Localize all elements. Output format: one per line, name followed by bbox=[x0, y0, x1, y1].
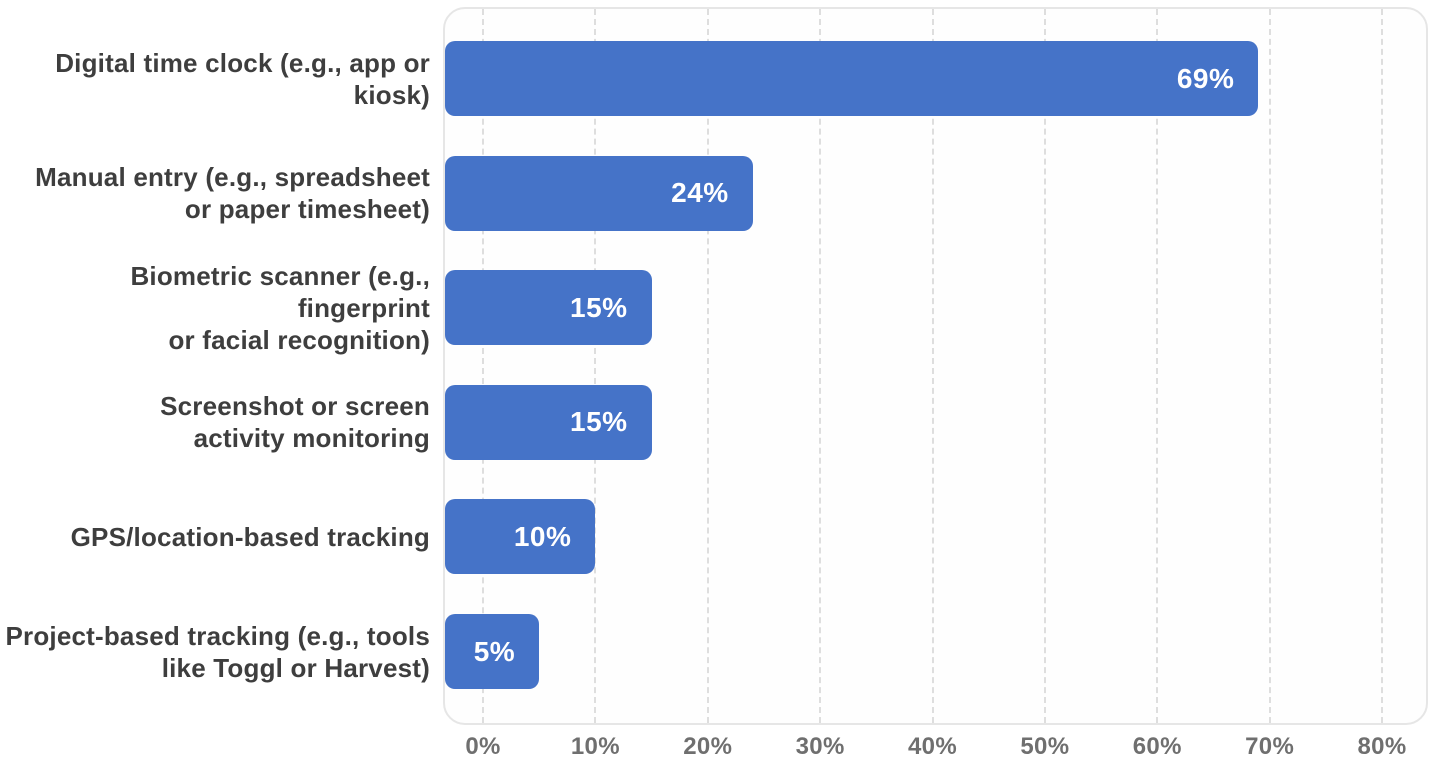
x-tick-label-50: 50% bbox=[1020, 733, 1070, 760]
gridline-10 bbox=[594, 9, 597, 723]
x-axis: 0% 10% 20% 30% 40% 50% 60% 70% 80% bbox=[445, 733, 1426, 767]
category-label-line: Biometric scanner (e.g., fingerprint bbox=[130, 260, 430, 323]
x-tick-label-40: 40% bbox=[908, 733, 957, 760]
category-label-3: Screenshot or screen activity monitoring bbox=[0, 385, 430, 460]
bar-2: 15% bbox=[445, 270, 652, 346]
bar-5: 5% bbox=[445, 614, 540, 689]
bar-3: 15% bbox=[445, 384, 652, 460]
bar-value-label: 15% bbox=[570, 406, 628, 438]
category-label-2: Biometric scanner (e.g., fingerprint or f… bbox=[0, 261, 430, 355]
category-label-line: Project-based tracking (e.g., tools bbox=[5, 620, 430, 651]
category-label-line: Screenshot or screen bbox=[160, 391, 430, 422]
bar-0: 69% bbox=[445, 41, 1259, 116]
category-label-line: or paper timesheet) bbox=[184, 194, 430, 225]
gridline-40 bbox=[931, 9, 934, 723]
gridline-0 bbox=[482, 9, 484, 723]
bar-1: 24% bbox=[445, 155, 753, 231]
x-tick-label-60: 60% bbox=[1132, 733, 1182, 760]
plot-area: 69% 24% 15% 15% 10% 5% bbox=[443, 7, 1428, 725]
bar-value-label: 15% bbox=[570, 291, 628, 323]
category-label-line: GPS/location-based tracking bbox=[70, 521, 430, 552]
bar-value-label: 69% bbox=[1176, 62, 1235, 94]
x-tick-label-80: 80% bbox=[1357, 733, 1407, 760]
category-label-line: or facial recognition) bbox=[168, 324, 430, 355]
x-tick-label-30: 30% bbox=[795, 733, 845, 760]
x-tick-label-10: 10% bbox=[570, 733, 620, 760]
category-label-1: Manual entry (e.g., spreadsheet or paper … bbox=[0, 156, 430, 231]
category-labels-column: Digital time clock (e.g., app or kiosk) M… bbox=[0, 0, 430, 771]
bar-value-label: 24% bbox=[671, 177, 729, 209]
bar-value-label: 5% bbox=[473, 635, 516, 667]
category-label-line: activity monitoring bbox=[193, 423, 430, 454]
gridline-60 bbox=[1156, 9, 1159, 723]
category-label-line: like Toggl or Harvest) bbox=[161, 652, 430, 683]
gridline-30 bbox=[819, 9, 822, 723]
bar-value-label: 10% bbox=[513, 520, 572, 552]
category-label-5: Project-based tracking (e.g., tools like … bbox=[0, 614, 430, 689]
gridline-50 bbox=[1043, 9, 1046, 723]
category-label-4: GPS/location-based tracking bbox=[0, 499, 430, 574]
gridline-70 bbox=[1268, 9, 1271, 723]
x-tick-label-0: 0% bbox=[465, 733, 501, 760]
category-label-line: Manual entry (e.g., spreadsheet bbox=[35, 162, 430, 193]
bar-4: 10% bbox=[445, 499, 596, 575]
x-tick-label-70: 70% bbox=[1245, 733, 1295, 760]
category-label-0: Digital time clock (e.g., app or kiosk) bbox=[0, 41, 430, 116]
x-tick-label-20: 20% bbox=[683, 733, 733, 760]
category-label-line: Digital time clock (e.g., app or kiosk) bbox=[55, 47, 430, 110]
gridline-20 bbox=[706, 9, 709, 723]
gridline-80 bbox=[1381, 9, 1383, 723]
